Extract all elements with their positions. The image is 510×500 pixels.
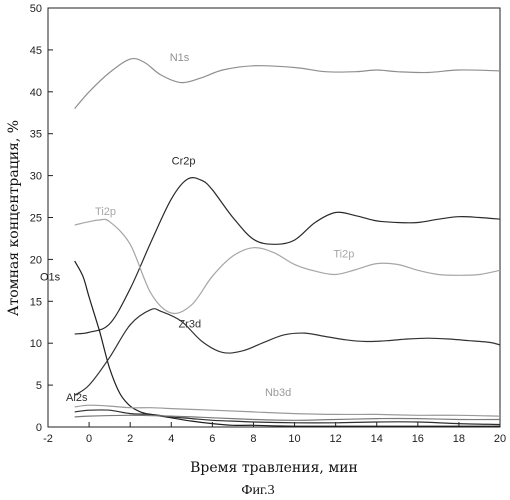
y-tick-label: 15 xyxy=(30,296,42,308)
y-tick-label: 0 xyxy=(36,422,42,434)
x-tick-label: 14 xyxy=(371,433,383,445)
x-tick-label: 20 xyxy=(494,433,506,445)
y-tick-label: 50 xyxy=(30,3,42,15)
y-tick-label: 5 xyxy=(36,380,42,392)
figure-caption: Фиг.3 xyxy=(241,483,274,498)
x-tick-label: 6 xyxy=(209,433,215,445)
y-tick-label: 30 xyxy=(30,171,42,183)
y-tick-label: 10 xyxy=(30,338,42,350)
x-tick-label: -2 xyxy=(43,433,53,445)
series-label-ti2p: Ti2p xyxy=(333,249,354,261)
x-tick-label: 10 xyxy=(288,433,300,445)
y-tick-label: 45 xyxy=(30,45,42,57)
x-tick-label: 4 xyxy=(168,433,174,445)
x-tick-label: 0 xyxy=(86,433,92,445)
y-axis-label: Атомная концентрация, % xyxy=(6,120,22,316)
y-tick-label: 35 xyxy=(30,129,42,141)
series-label-al2s: Al2s xyxy=(66,392,88,404)
y-tick-label: 25 xyxy=(30,213,42,225)
x-tick-label: 2 xyxy=(127,433,133,445)
series-label-n1s: N1s xyxy=(170,52,190,64)
y-tick-label: 40 xyxy=(30,87,42,99)
series-label-zr3d: Zr3d xyxy=(178,318,201,330)
x-tick-label: 12 xyxy=(330,433,342,445)
y-tick-label: 20 xyxy=(30,254,42,266)
series-label-nb3d: Nb3d xyxy=(265,387,291,399)
x-tick-label: 18 xyxy=(453,433,465,445)
x-tick-label: 16 xyxy=(412,433,424,445)
series-label-cr2p: Cr2p xyxy=(172,156,196,168)
x-axis-label: Время травления, мин xyxy=(190,460,358,476)
x-tick-label: 8 xyxy=(250,433,256,445)
series-label-o1s: O1s xyxy=(40,271,61,283)
series-label-ti2p: Ti2p xyxy=(95,206,116,218)
